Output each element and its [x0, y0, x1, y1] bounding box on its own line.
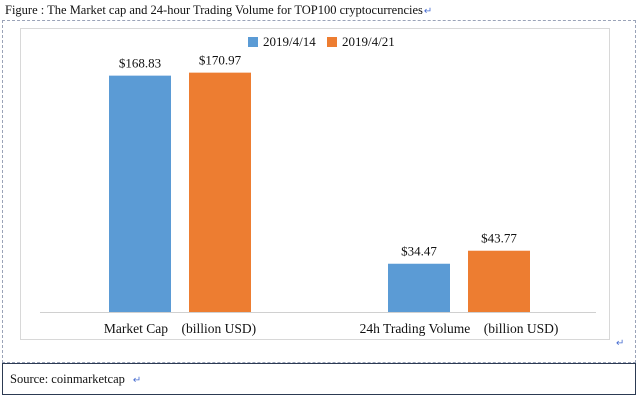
data-label-2-2: $43.77 [481, 231, 517, 246]
data-label-2-1: $170.97 [199, 53, 242, 68]
x-tick-label-1: Market Cap (billion USD) [104, 321, 256, 336]
return-mark-icon: ↵ [423, 6, 433, 17]
data-label-1-1: $168.83 [119, 56, 161, 71]
legend-swatch-2 [327, 37, 337, 47]
legend-swatch-1 [248, 37, 258, 47]
legend-label-1: 2019/4/14 [263, 34, 316, 49]
x-tick-label-2: 24h Trading Volume (billion USD) [360, 321, 559, 336]
return-mark-icon: ↵ [132, 375, 142, 386]
figure-frame [2, 20, 636, 363]
source-text: Source: coinmarketcap [10, 372, 125, 386]
bar-1-1 [109, 75, 171, 312]
legend-label-2: 2019/4/21 [342, 34, 395, 49]
bar-2-1 [189, 72, 251, 312]
figure-caption: Figure : The Market cap and 24-hour Trad… [5, 3, 432, 18]
bar-1-2 [388, 263, 450, 312]
return-mark-icon: ↵ [616, 338, 625, 349]
data-label-1-2: $34.47 [401, 244, 437, 259]
bar-2-2 [468, 250, 530, 312]
figure-caption-text: Figure : The Market cap and 24-hour Trad… [5, 3, 423, 17]
source-box: Source: coinmarketcap ↵ [2, 363, 636, 395]
